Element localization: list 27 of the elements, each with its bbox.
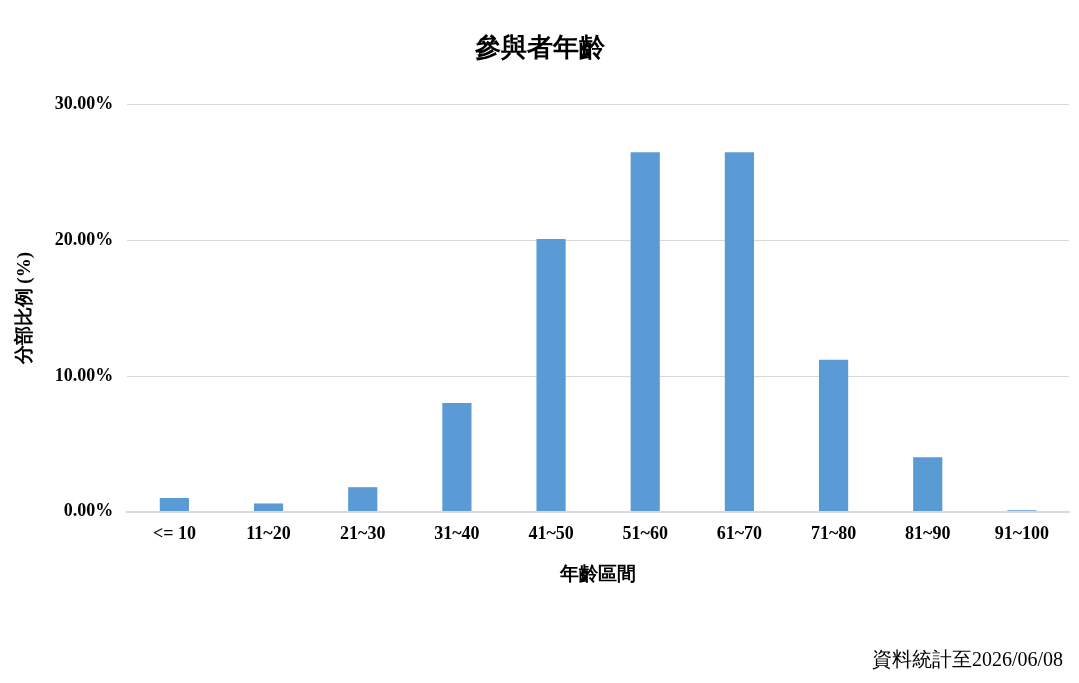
bar	[159, 498, 189, 512]
bar	[348, 487, 378, 512]
y-tick-label: 20.00%	[54, 229, 114, 250]
bar	[724, 152, 754, 512]
x-tick-label: 31~40	[434, 523, 480, 544]
x-tick-label: 41~50	[528, 523, 574, 544]
x-tick-label: 81~90	[905, 523, 951, 544]
x-tick-label: 91~100	[994, 523, 1050, 544]
bar	[630, 152, 660, 512]
bar	[536, 239, 566, 512]
y-axis-title: 分部比例 (%)	[13, 252, 36, 366]
text: 資料統計至2026/06/08	[871, 647, 1063, 672]
x-tick-label: 11~20	[246, 523, 291, 544]
x-tick-label: 71~80	[810, 523, 857, 544]
bar	[442, 403, 472, 512]
bar	[253, 503, 284, 512]
x-tick-label: 61~70	[716, 523, 763, 544]
x-tick-label: 21~30	[340, 523, 386, 544]
y-tick-label: 10.00%	[54, 364, 114, 385]
x-tick-label: 51~60	[622, 523, 668, 544]
chart-title: 參與者年齡	[473, 32, 606, 64]
x-tick-label: <= 10	[152, 523, 196, 544]
x-axis-title: 年齡區間	[559, 562, 637, 584]
y-tick-label: 0.00%	[63, 500, 114, 521]
y-tick-label: 30.00%	[54, 93, 114, 114]
bar	[818, 359, 849, 512]
bar	[913, 457, 943, 512]
